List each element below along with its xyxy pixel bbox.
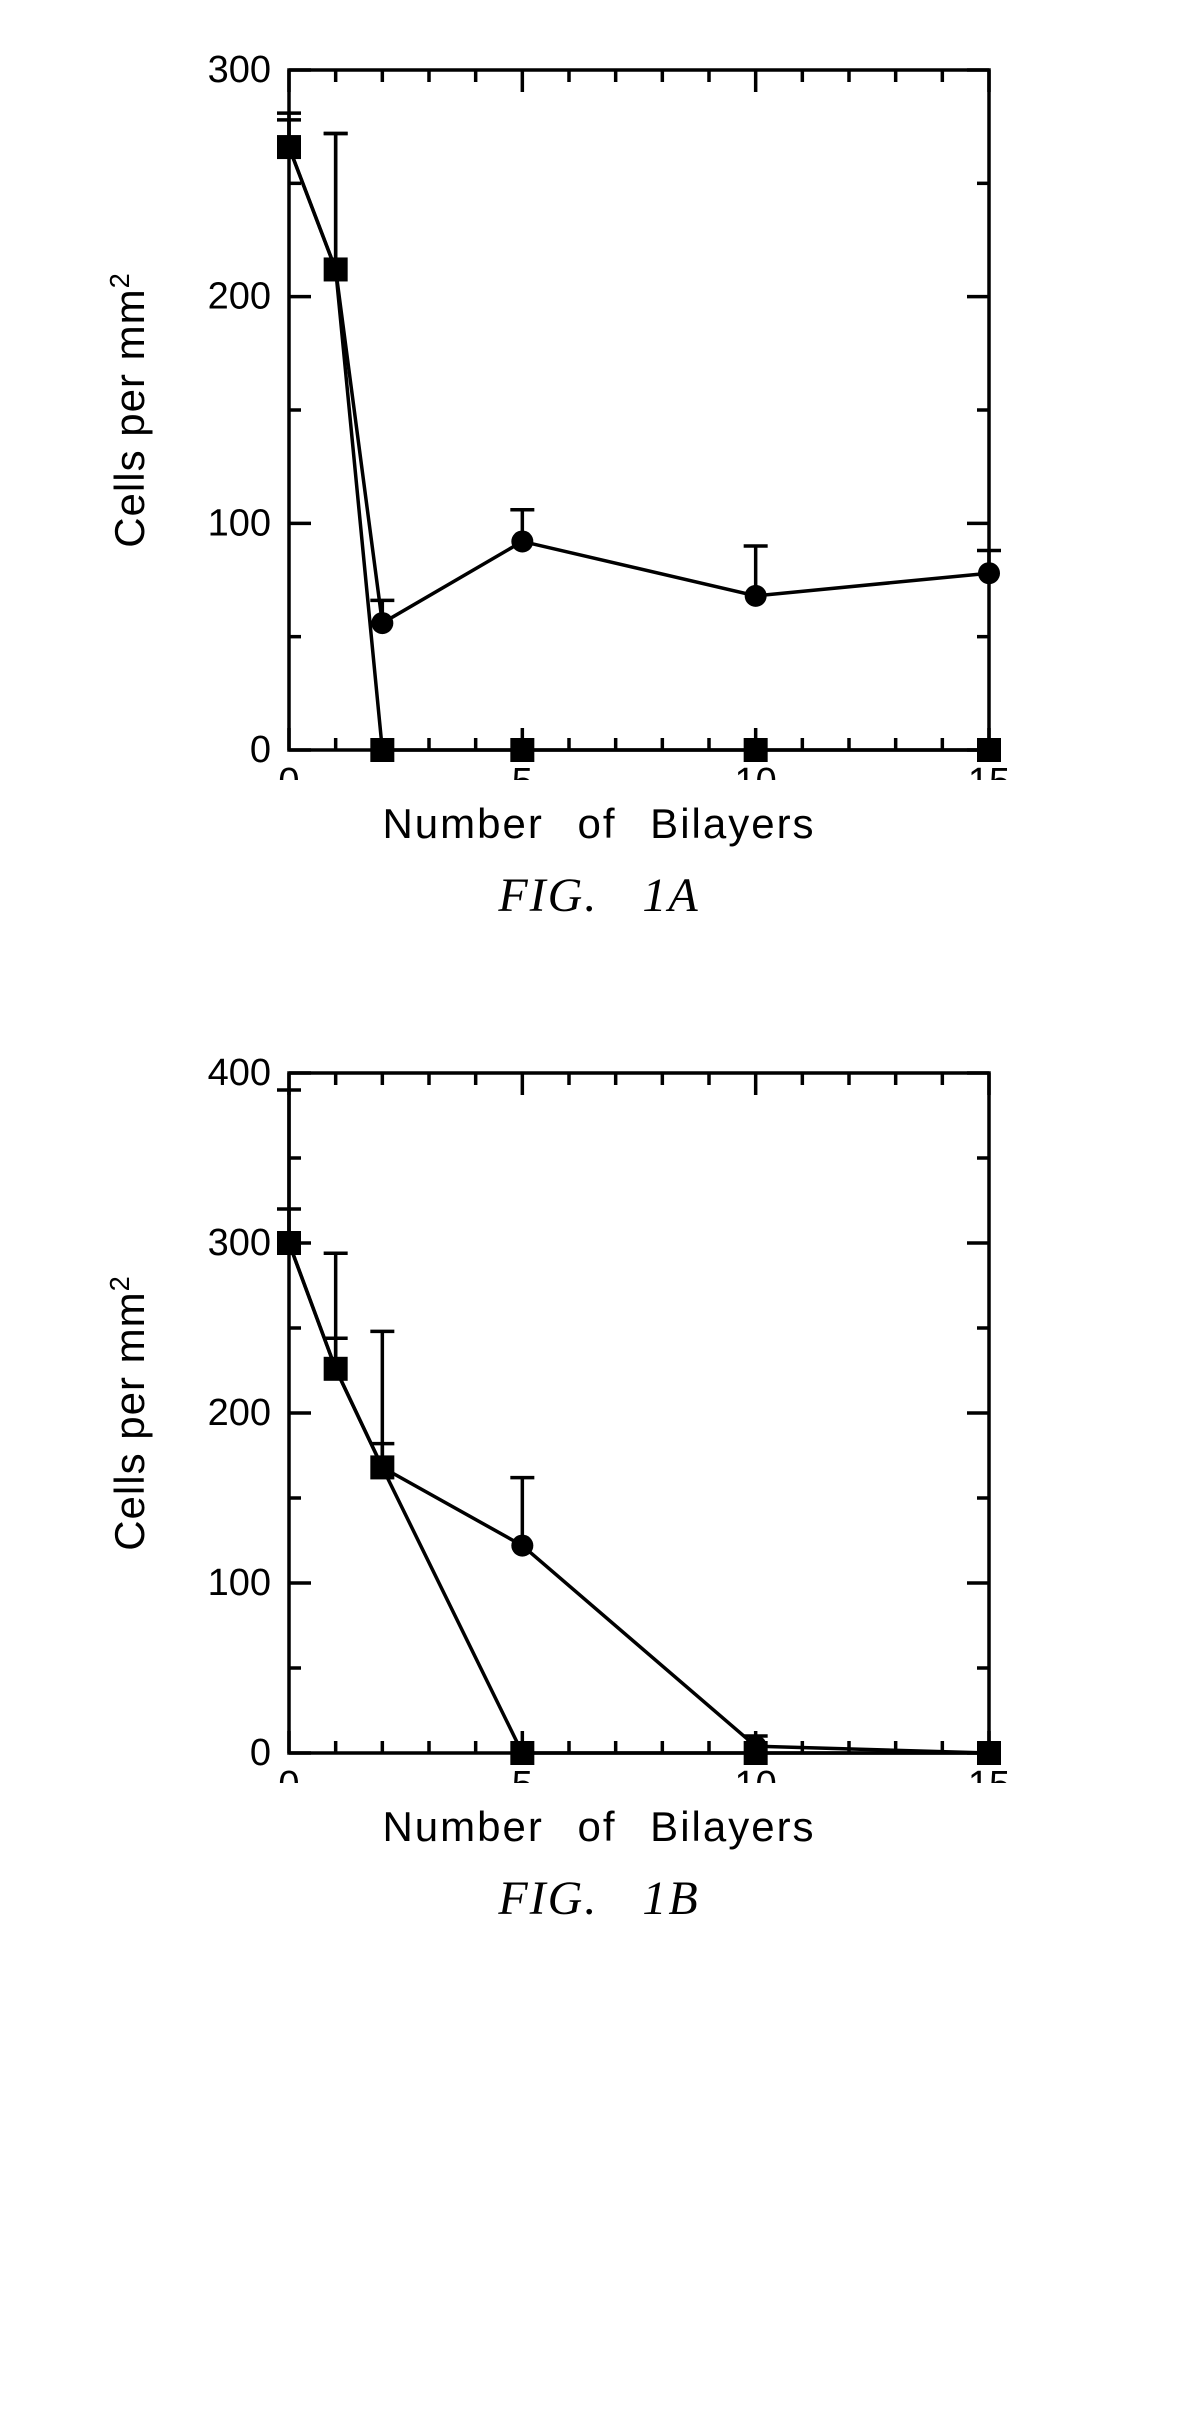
- svg-text:200: 200: [208, 276, 271, 318]
- svg-text:100: 100: [208, 502, 271, 544]
- svg-text:300: 300: [208, 1222, 271, 1264]
- chart-1a-wrap: Cells per mm2 0100200300051015: [149, 40, 1049, 780]
- svg-text:400: 400: [208, 1052, 271, 1094]
- chart-1b-svg: 0 100 200 300 400 0 5 10 15: [149, 1043, 1019, 1783]
- chart-1b-ylabel: Cells per mm2: [104, 1275, 154, 1551]
- chart-1a-svg: 0 100 200 300 0 5 10 15: [149, 40, 1019, 780]
- svg-text:10: 10: [735, 761, 777, 780]
- chart-1a-ylabel: Cells per mm2: [104, 272, 154, 548]
- svg-text:100: 100: [208, 1562, 271, 1604]
- chart-1b-xlabel: Number of Bilayers: [149, 1803, 1049, 1851]
- svg-text:5: 5: [512, 1764, 533, 1783]
- svg-text:15: 15: [968, 1764, 1010, 1783]
- svg-text:10: 10: [735, 1764, 777, 1783]
- svg-text:300: 300: [208, 49, 271, 91]
- svg-text:0: 0: [250, 1732, 271, 1774]
- chart-1a-caption: FIG. 1A: [149, 868, 1049, 923]
- chart-1b-wrap: Cells per mm2 0100200300400051015: [149, 1043, 1049, 1783]
- svg-text:200: 200: [208, 1392, 271, 1434]
- svg-text:5: 5: [512, 761, 533, 780]
- figure-1a: Cells per mm2 0100200300051015 Number of…: [149, 40, 1049, 923]
- chart-1b-caption: FIG. 1B: [149, 1871, 1049, 1926]
- svg-text:0: 0: [250, 729, 271, 771]
- figure-1b: Cells per mm2 0100200300400051015 Number…: [149, 1043, 1049, 1926]
- svg-text:0: 0: [278, 1764, 299, 1783]
- svg-text:15: 15: [968, 761, 1010, 780]
- chart-1a-xlabel: Number of Bilayers: [149, 800, 1049, 848]
- svg-text:0: 0: [278, 761, 299, 780]
